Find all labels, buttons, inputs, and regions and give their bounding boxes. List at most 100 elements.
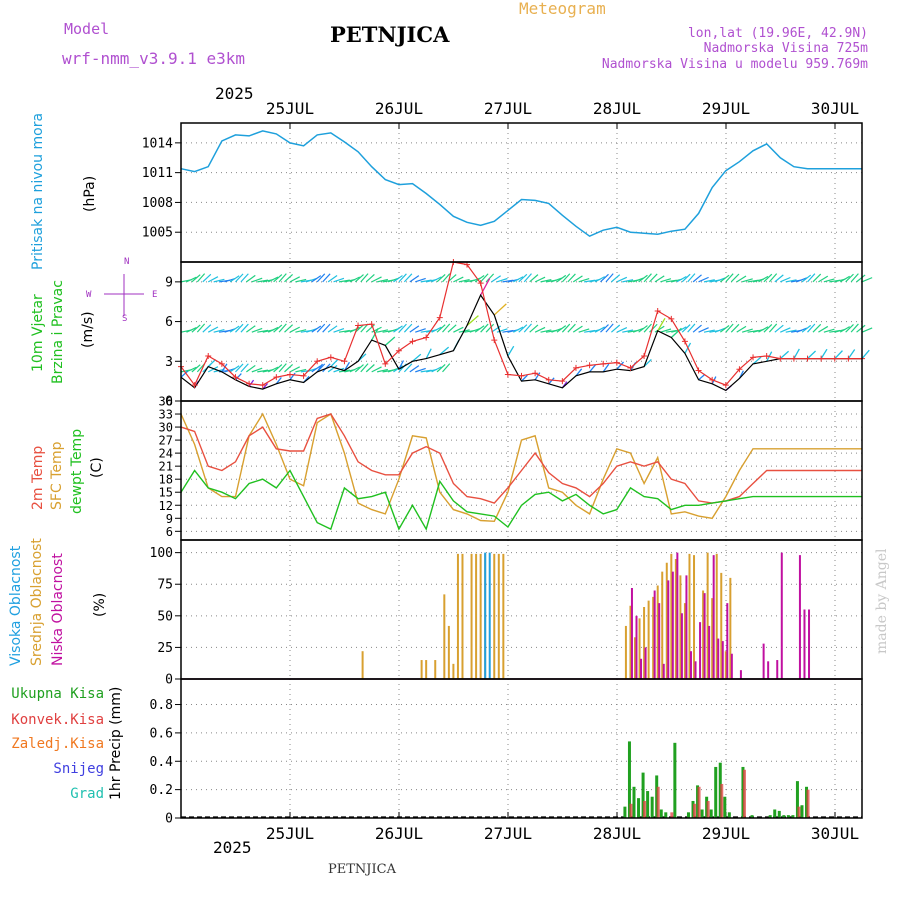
wind-barb-mid: [289, 326, 301, 333]
wind-barb-upper: [229, 275, 240, 283]
wind-barb-mid: [371, 326, 382, 333]
day-label-bottom: 27JUL: [484, 824, 532, 843]
wind-barb-upper: [785, 279, 797, 283]
wind-barb-lower: [229, 365, 240, 373]
wind-barb-mid: [839, 326, 851, 333]
wind-barb-upper: [246, 274, 256, 283]
wind-barb-upper: [611, 274, 621, 283]
wind-barb-upper: [856, 274, 866, 283]
gust-marker: [355, 322, 362, 329]
wind-barb: [384, 336, 396, 346]
wind-barb-mid: [311, 325, 322, 333]
wind-barb-lower: [186, 366, 197, 373]
gust-marker: [477, 280, 484, 287]
day-label-bottom: 26JUL: [375, 824, 423, 843]
wind-barb-lower: [278, 363, 287, 373]
gust-marker: [681, 338, 688, 345]
wind-barb-mid: [714, 327, 726, 333]
wind-barb-upper: [513, 276, 524, 283]
wind-barb-mid: [398, 323, 407, 333]
wind-barb-upper: [458, 278, 470, 283]
compass-e: E: [152, 290, 157, 300]
gust-marker: [627, 364, 634, 371]
conv-rain-bar: [742, 769, 746, 818]
wind-barb-mid: [681, 324, 691, 333]
wind-barb-mid: [278, 323, 287, 333]
wind-barb: [316, 363, 324, 373]
wind-barb-upper: [556, 274, 567, 283]
wind-barb-upper: [638, 274, 648, 283]
compass-s: S: [122, 314, 127, 324]
wind-barb-lower: [273, 364, 283, 373]
wind-barb-mid: [594, 326, 606, 333]
conv-rain-bar: [806, 789, 810, 818]
wind-barb-mid: [415, 328, 426, 333]
wind-barb-mid: [431, 326, 442, 333]
wind-barb-upper: [741, 278, 753, 283]
wind-barb-upper: [311, 275, 322, 283]
station-title: PETNJICA: [330, 22, 450, 47]
wind-barb-upper: [730, 273, 740, 283]
wind-barb-mid: [741, 328, 753, 333]
temp2m-line: [180, 413, 862, 504]
gust-marker: [545, 376, 552, 383]
total-rain-bar: [709, 809, 713, 818]
wind-barb-mid: [191, 324, 201, 333]
wind-barb-mid: [284, 324, 294, 333]
wind-barb-upper: [453, 276, 464, 283]
wind-barb-upper: [284, 273, 294, 283]
wind-barb-upper: [823, 278, 835, 283]
wind-barb-upper: [338, 279, 350, 283]
wind-barb-lower: [409, 365, 420, 373]
wind-barb-mid: [780, 327, 791, 333]
y-tick-label: 15: [159, 486, 173, 500]
wind-barb-mid: [485, 323, 495, 333]
wind-barb-mid: [251, 327, 263, 333]
wind-barb-mid: [807, 323, 816, 333]
wind-barb-mid: [861, 327, 873, 333]
model-label: Model: [64, 20, 110, 38]
gust-marker: [191, 382, 198, 389]
wind-barb-lower: [354, 364, 364, 373]
wind-barb: [548, 377, 555, 385]
wind-barb: [616, 361, 624, 370]
wind-barb-upper: [371, 276, 382, 283]
wind-barb-mid: [518, 324, 528, 333]
wind-barb-lower: [267, 366, 279, 373]
y-tick-label: 36: [159, 395, 173, 409]
wind-barb-mid: [365, 324, 375, 333]
wind-barb-upper: [578, 278, 590, 283]
wind-barb-upper: [523, 273, 532, 283]
wind-barb-lower: [311, 365, 322, 373]
wind-barb: [480, 278, 491, 296]
total-rain-bar: [686, 812, 690, 818]
wind-barb-upper: [431, 276, 442, 283]
wind-barb-upper: [376, 278, 388, 283]
y-tick-label: 100: [150, 546, 173, 561]
wind-barb: [207, 359, 217, 368]
legend-snow: Snijeg: [53, 761, 104, 777]
day-label-top: 27JUL: [484, 99, 532, 118]
wind-barb-mid: [572, 325, 583, 333]
gust-marker: [831, 355, 838, 362]
model-name: wrf-nmm_v3.9.1 e3km: [62, 49, 246, 68]
legend-frozen-rain: Zaledj.Kisa: [11, 736, 104, 752]
wind-barb-upper: [191, 274, 201, 283]
wind-barb-lower: [235, 363, 244, 373]
wind-barb: [439, 346, 450, 356]
wind-barb-mid: [496, 328, 508, 333]
wind-barb: [248, 379, 255, 387]
wind-barb: [425, 348, 432, 359]
gust-marker: [600, 360, 607, 367]
wind-barb-upper: [349, 276, 361, 283]
day-label-top: 29JUL: [702, 99, 750, 118]
gust-marker: [423, 334, 430, 341]
gust-marker: [790, 355, 797, 362]
wind-barb-mid: [785, 329, 797, 333]
wind-barb-upper: [780, 276, 791, 283]
y-tick-label: 9: [166, 512, 173, 526]
wind-barb-mid: [523, 323, 532, 333]
total-rain-bar: [777, 810, 781, 818]
wind-barb-mid: [322, 323, 331, 333]
wind-barb-lower: [349, 366, 361, 373]
